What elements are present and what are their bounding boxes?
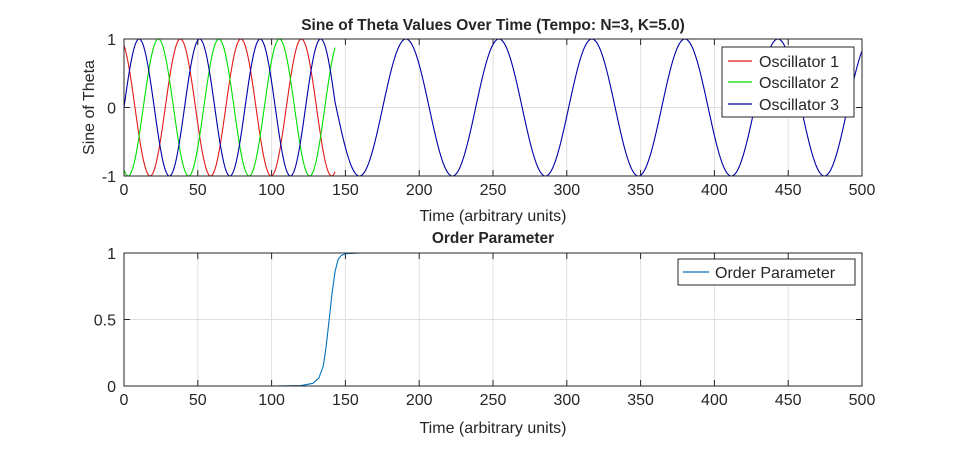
legend-label-oscillator-1: Oscillator 1 [759, 54, 839, 71]
x-tick-label: 250 [480, 182, 507, 199]
x-tick-label: 150 [332, 182, 359, 199]
order-y-tick-labels: 00.51 [94, 246, 116, 396]
y-tick-label: 0.5 [94, 313, 116, 330]
x-tick-label: 50 [189, 182, 207, 199]
x-tick-label: 150 [332, 392, 359, 409]
order-legend: Order Parameter [677, 258, 856, 286]
sine-axes: Sine of Theta Values Over Time (Tempo: N… [81, 17, 875, 225]
sine-legend: Oscillator 1 Oscillator 2 Oscillator 3 [721, 46, 855, 118]
y-tick-label: 1 [107, 32, 116, 49]
x-tick-label: 100 [258, 182, 285, 199]
x-tick-label: 450 [775, 392, 802, 409]
x-tick-label: 200 [406, 392, 433, 409]
order-chart-title: Order Parameter [432, 230, 554, 247]
x-tick-label: 500 [849, 182, 876, 199]
y-tick-label: 0 [107, 101, 116, 118]
x-tick-label: 300 [553, 392, 580, 409]
sine-x-tick-labels: 0 50 100 150 200 250 300 350 400 450 500 [120, 182, 876, 199]
sine-y-tick-labels: -1 0 1 [102, 32, 116, 186]
order-x-tick-labels: 0 50 100 150 200 250 300 350 400 450 500 [120, 392, 876, 409]
legend-label-order-parameter: Order Parameter [715, 265, 836, 282]
x-tick-label: 450 [775, 182, 802, 199]
series-line-oscillator-3 [123, 38, 863, 177]
x-tick-label: 500 [849, 392, 876, 409]
y-tick-label: 1 [107, 246, 116, 263]
order-axes-box [123, 252, 863, 387]
legend-label-oscillator-2: Oscillator 2 [759, 75, 839, 92]
x-tick-label: 0 [120, 392, 129, 409]
x-tick-label: 200 [406, 182, 433, 199]
sine-axes-box [123, 38, 863, 177]
x-tick-label: 400 [701, 392, 728, 409]
x-tick-label: 350 [627, 182, 654, 199]
x-tick-label: 0 [120, 182, 129, 199]
x-tick-label: 50 [189, 392, 207, 409]
sine-chart-title: Sine of Theta Values Over Time (Tempo: N… [301, 17, 685, 34]
order-x-axis-label: Time (arbitrary units) [420, 420, 567, 437]
series-line-oscillator-1 [123, 38, 336, 177]
sine-x-axis-label: Time (arbitrary units) [420, 208, 567, 225]
x-tick-label: 300 [553, 182, 580, 199]
x-tick-label: 250 [480, 392, 507, 409]
order-axes: Order Parameter 0 50 100 150 200 250 300 350 400… [94, 230, 876, 437]
legend-label-oscillator-3: Oscillator 3 [759, 97, 839, 114]
sine-y-axis-label: Sine of Theta [81, 60, 98, 155]
x-tick-label: 350 [627, 392, 654, 409]
x-tick-label: 100 [258, 392, 285, 409]
y-tick-label: 0 [107, 379, 116, 396]
y-tick-label: -1 [102, 169, 116, 186]
x-tick-label: 400 [701, 182, 728, 199]
